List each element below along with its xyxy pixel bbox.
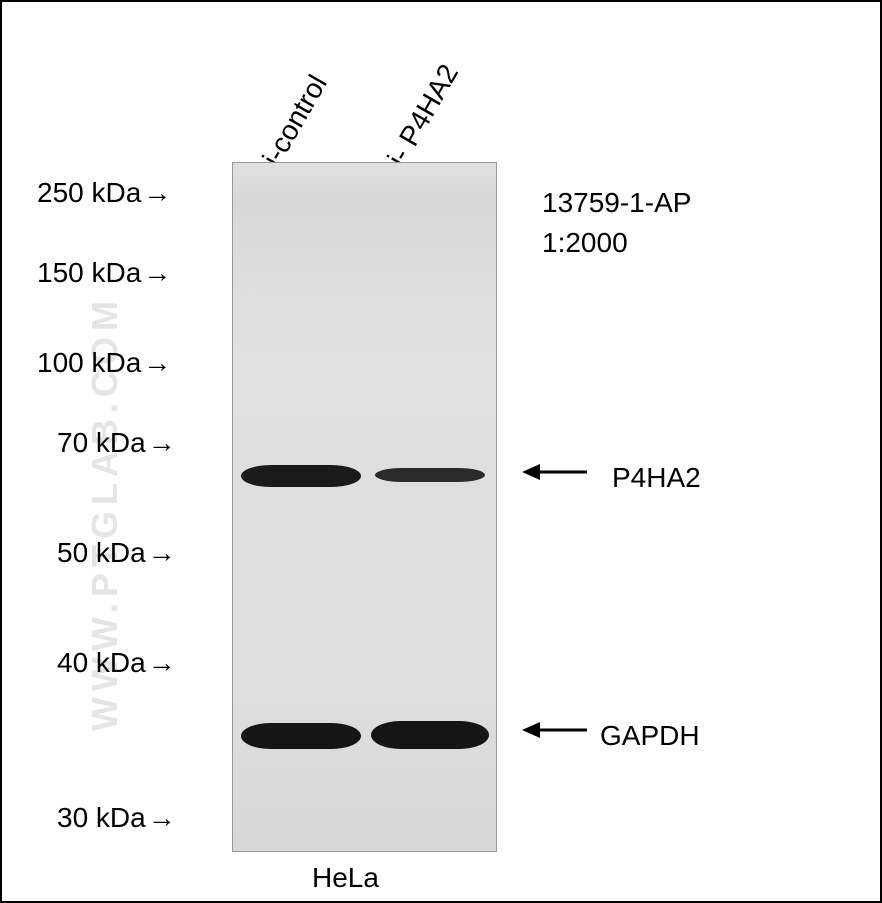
figure-container: WWW.PTGLAB.COM si-control si- P4HA2 250 … — [2, 2, 880, 901]
mw-text: 100 kDa — [37, 347, 141, 378]
catalog-text: 13759-1-AP — [542, 187, 691, 218]
cell-line-text: HeLa — [312, 862, 379, 893]
mw-marker-50: 50 kDa→ — [57, 537, 176, 569]
mw-text: 30 kDa — [57, 802, 146, 833]
label-gapdh: GAPDH — [600, 720, 700, 752]
mw-marker-30: 30 kDa→ — [57, 802, 176, 834]
mw-text: 50 kDa — [57, 537, 146, 568]
mw-marker-150: 150 kDa→ — [37, 257, 171, 289]
mw-marker-70: 70 kDa→ — [57, 427, 176, 459]
mw-text: 70 kDa — [57, 427, 146, 458]
mw-marker-40: 40 kDa→ — [57, 647, 176, 679]
mw-text: 40 kDa — [57, 647, 146, 678]
arrow-left-icon — [522, 715, 592, 745]
arrow-icon: → — [148, 647, 176, 679]
arrow-left-icon — [522, 457, 592, 487]
cell-line-label: HeLa — [312, 862, 379, 894]
arrow-p4ha2 — [522, 457, 592, 495]
target-text: GAPDH — [600, 720, 700, 751]
arrow-gapdh — [522, 715, 592, 753]
arrow-icon: → — [143, 347, 171, 379]
mw-text: 250 kDa — [37, 177, 141, 208]
arrow-icon: → — [148, 537, 176, 569]
mw-text: 150 kDa — [37, 257, 141, 288]
mw-marker-100: 100 kDa→ — [37, 347, 171, 379]
band-gapdh-control — [241, 723, 361, 749]
dilution-text: 1:2000 — [542, 227, 628, 258]
band-p4ha2-control — [241, 465, 361, 487]
antibody-catalog: 13759-1-AP — [542, 187, 691, 219]
target-text: P4HA2 — [612, 462, 701, 493]
blot-membrane — [232, 162, 497, 852]
label-p4ha2: P4HA2 — [612, 462, 701, 494]
band-p4ha2-si — [375, 468, 485, 482]
arrow-icon: → — [148, 427, 176, 459]
arrow-icon: → — [143, 257, 171, 289]
antibody-dilution: 1:2000 — [542, 227, 628, 259]
band-gapdh-si — [371, 721, 489, 749]
arrow-icon: → — [143, 177, 171, 209]
arrow-icon: → — [148, 802, 176, 834]
mw-marker-250: 250 kDa→ — [37, 177, 171, 209]
